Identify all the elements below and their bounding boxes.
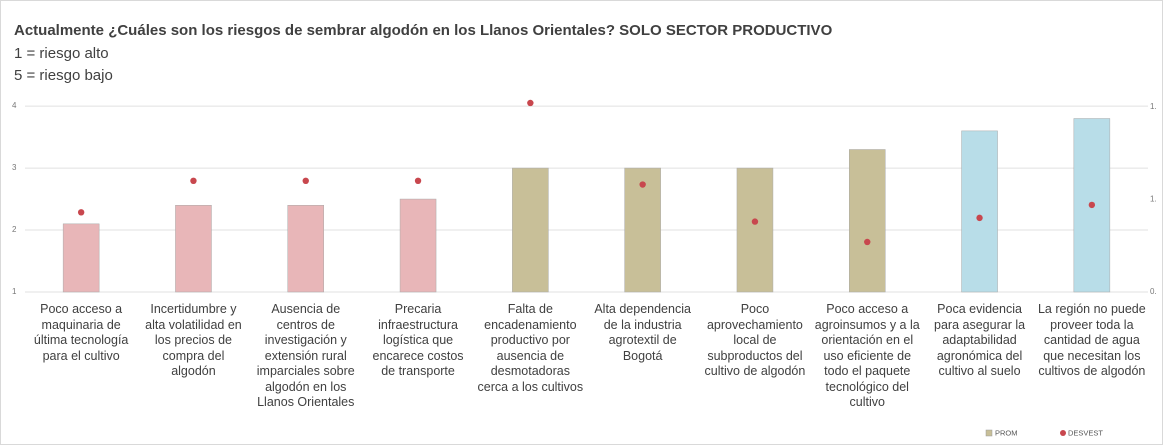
x-tick-label: Poco acceso a agroinsumos y a la orienta… xyxy=(814,302,920,409)
bar xyxy=(512,167,549,293)
bar xyxy=(62,223,100,293)
bar xyxy=(736,167,774,293)
dot xyxy=(976,214,983,222)
x-tick-label: Poca evidencia para asegurar la adaptabi… xyxy=(934,302,1026,378)
dot xyxy=(527,99,534,107)
y-tick-label: 3 xyxy=(12,163,17,172)
legend-label: DESVEST xyxy=(1068,428,1103,437)
x-tick-label: Poco acceso a maquinaria de última tecno… xyxy=(33,302,129,363)
x-tick-label: La región no puede proveer toda la canti… xyxy=(1037,302,1146,378)
x-tick-label: Ausencia de centros de investigación y e… xyxy=(256,302,355,409)
bar xyxy=(287,205,324,293)
dot xyxy=(639,181,646,188)
dot xyxy=(864,238,871,246)
bar xyxy=(175,205,212,293)
dot xyxy=(77,209,85,216)
x-tick-label: Precaria infraestructura logística que e… xyxy=(372,302,464,378)
dot xyxy=(1088,201,1096,209)
y2-tick-label: 1. xyxy=(1150,102,1157,111)
bar xyxy=(399,198,437,293)
y-tick-label: 2 xyxy=(12,225,17,234)
y2-tick-label: 0. xyxy=(1150,287,1157,296)
y-tick-label: 4 xyxy=(12,101,17,110)
bar xyxy=(624,167,661,293)
y2-tick-label: 1. xyxy=(1150,194,1157,203)
chart-title: Actualmente ¿Cuáles son los riesgos de s… xyxy=(14,22,833,39)
bar xyxy=(961,130,998,293)
dot xyxy=(302,177,309,185)
x-tick-label: Incertidumbre y alta volatilidad en los … xyxy=(145,302,242,378)
x-tick-label: Poco aprovechamiento local de subproduct… xyxy=(704,302,806,378)
legend-swatch xyxy=(1060,430,1066,436)
legend-label: PROM xyxy=(995,428,1018,437)
subtitle: 5 = riesgo bajo xyxy=(14,67,113,84)
legend-swatch xyxy=(985,429,993,437)
y-tick-label: 1 xyxy=(12,287,17,296)
x-tick-label: Falta de encadenamiento productivo por a… xyxy=(477,302,584,394)
x-tick-label: Alta dependencia de la industria agrotex… xyxy=(594,302,691,363)
subtitle: 1 = riesgo alto xyxy=(14,45,109,62)
dot xyxy=(414,177,422,185)
dot xyxy=(190,177,197,185)
dot xyxy=(751,218,759,225)
bar xyxy=(849,149,886,293)
